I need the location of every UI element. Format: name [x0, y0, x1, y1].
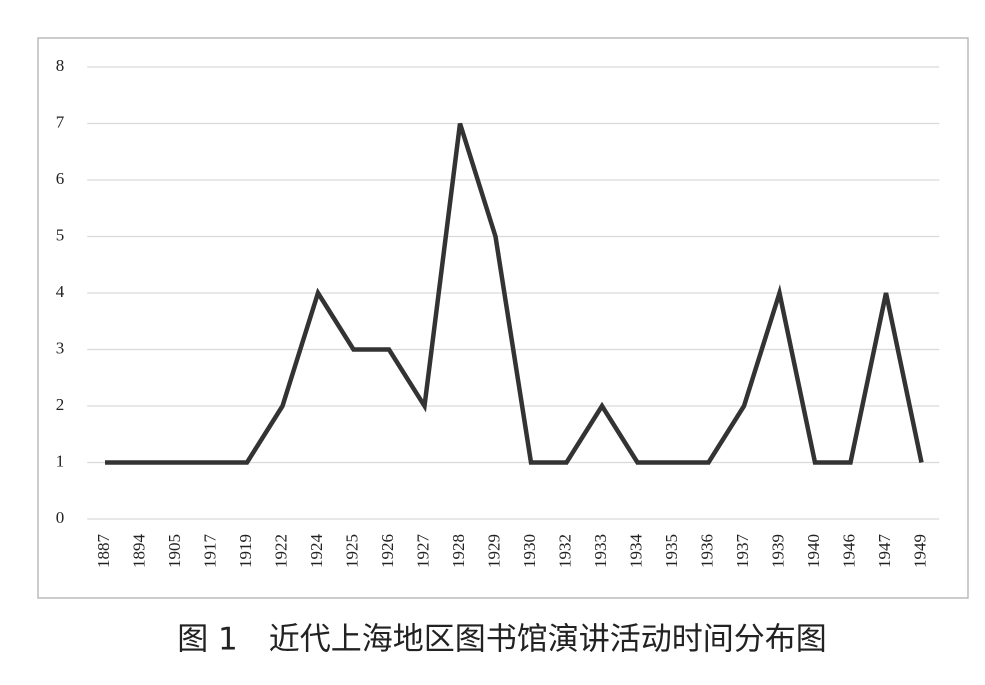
y-tick-label: 6	[56, 169, 65, 188]
y-tick-label: 0	[56, 508, 65, 527]
x-tick-label: 1928	[449, 534, 468, 568]
chart-frame	[37, 37, 969, 599]
y-tick-label: 3	[56, 338, 65, 357]
x-tick-label: 1917	[200, 534, 219, 569]
x-tick-label: 1940	[804, 534, 823, 568]
x-tick-label: 1936	[697, 534, 716, 568]
x-tick-label: 1925	[342, 534, 361, 568]
x-tick-label: 1937	[733, 534, 752, 569]
x-tick-label: 1905	[165, 534, 184, 568]
x-tick-label: 1887	[94, 534, 113, 569]
x-tick-label: 1922	[271, 534, 290, 568]
x-tick-label: 1949	[910, 534, 929, 568]
x-tick-label: 1947	[875, 534, 894, 569]
x-tick-label: 1935	[662, 534, 681, 568]
x-tick-label: 1930	[520, 534, 539, 568]
x-tick-label: 1946	[839, 534, 858, 568]
y-tick-label: 8	[56, 56, 65, 75]
data-line	[105, 122, 924, 465]
y-tick-label: 7	[56, 112, 65, 131]
y-tick-label: 5	[56, 225, 65, 244]
x-tick-label: 1933	[591, 534, 610, 568]
y-tick-label: 2	[56, 395, 65, 414]
x-tick-label: 1932	[555, 534, 574, 568]
x-tick-label: 1894	[129, 534, 148, 569]
x-tick-label: 1934	[626, 534, 645, 569]
y-tick-label: 1	[56, 451, 65, 470]
x-tick-label: 1939	[768, 534, 787, 568]
chart-caption: 图 1 近代上海地区图书馆演讲活动时间分布图	[177, 622, 827, 658]
x-tick-label: 1924	[307, 534, 326, 569]
x-tick-label: 1927	[413, 534, 432, 569]
x-tick-label: 1919	[236, 534, 255, 568]
y-tick-label: 4	[56, 282, 65, 301]
x-tick-label: 1929	[484, 534, 503, 568]
x-tick-label: 1926	[378, 534, 397, 568]
